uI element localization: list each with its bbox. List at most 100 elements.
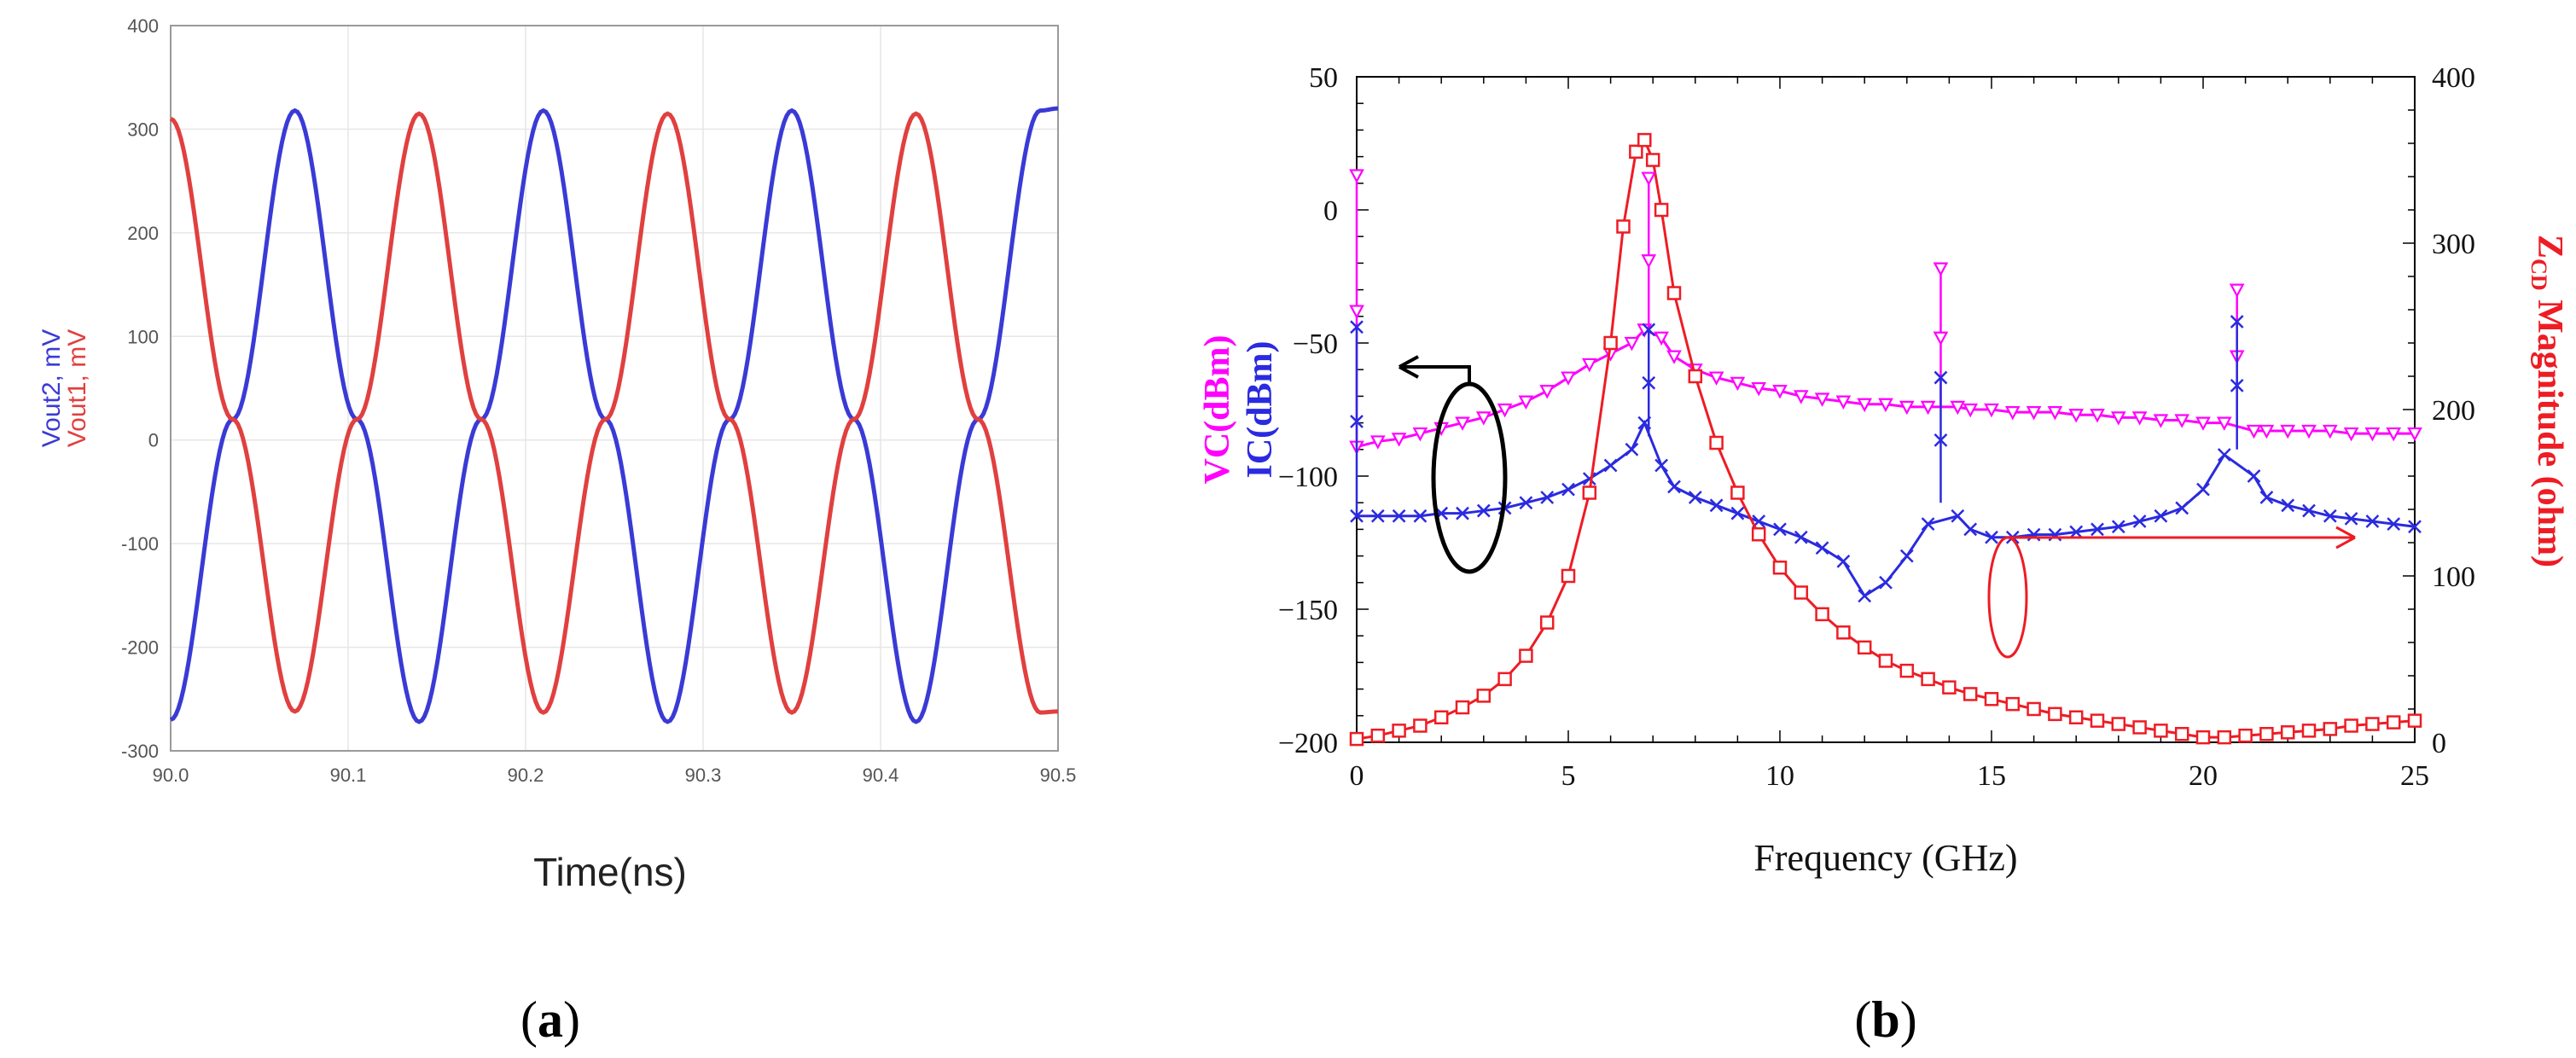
ic-marker xyxy=(1933,370,1948,385)
ic-marker xyxy=(2281,498,2295,513)
ic-marker xyxy=(1519,496,1533,510)
zcd-marker xyxy=(1561,568,1576,584)
zcd-marker xyxy=(1666,286,1682,300)
panel-a-y-tick-label: 400 xyxy=(127,15,159,37)
zcd-marker xyxy=(1751,527,1766,542)
panel-b-left-axis-title: VC(dBm) IC(dBm) xyxy=(1198,335,1280,485)
ic-marker xyxy=(1476,503,1491,518)
vc-marker xyxy=(1475,411,1492,426)
ic-marker xyxy=(2217,448,2231,462)
panel-b-x-tick-label: 0 xyxy=(1350,760,1364,792)
zcd-marker xyxy=(2005,696,2021,712)
vc-marker xyxy=(1835,395,1852,410)
panel-b-x-tick-labels: 0 5 10 15 20 25 xyxy=(1350,760,2430,792)
panel-b-right-axis-indicator xyxy=(1987,526,2356,659)
zcd-marker xyxy=(2407,713,2422,728)
zcd-marker xyxy=(1709,435,1724,451)
left-axis-arrowhead xyxy=(1398,355,1419,379)
zcd-marker xyxy=(2365,717,2380,731)
vc-marker xyxy=(1518,395,1534,410)
vc-marker xyxy=(2153,414,2169,428)
zcd-marker xyxy=(2386,715,2401,730)
panel-b-chart: 50 0 −50 −100 −150 −200 400 300 200 100 0 0 5 10 15 2… xyxy=(1198,62,2569,1048)
zcd-marker xyxy=(1603,335,1618,351)
vc-marker xyxy=(1581,358,1597,373)
vc-marker xyxy=(1730,376,1746,392)
zcd-marker xyxy=(1688,369,1703,384)
vc-marker xyxy=(1641,254,1657,269)
vc-marker xyxy=(2216,416,2232,431)
zcd-marker xyxy=(1413,718,1428,733)
vc-marker xyxy=(1369,435,1386,450)
panel-a-x-tick-label: 90.5 xyxy=(1040,764,1077,786)
right-axis-arrowhead xyxy=(2335,526,2356,549)
ic-marker xyxy=(1709,498,1724,513)
zcd-marker xyxy=(2344,718,2358,733)
ic-marker xyxy=(1392,509,1406,523)
vc-marker xyxy=(1539,385,1555,399)
vc-marker xyxy=(2246,424,2262,439)
panel-b-right-tick-label: 400 xyxy=(2432,62,2475,94)
vc-marker xyxy=(1708,371,1724,386)
panel-a-x-tick-labels: 90.0 90.1 90.2 90.3 90.4 90.5 xyxy=(153,764,1077,786)
ic-marker xyxy=(2230,315,2244,328)
zcd-marker xyxy=(1730,485,1745,500)
panel-b-left-axis-indicator xyxy=(1398,355,1508,574)
zcd-marker xyxy=(1878,654,1893,668)
zcd-marker xyxy=(1921,671,1935,687)
ic-marker xyxy=(1667,480,1681,494)
panel-a-y-axis-title: Vout2, mV Vout1, mV xyxy=(38,329,91,447)
vc-marker xyxy=(1814,392,1830,407)
panel-b-right-tick-label: 200 xyxy=(2432,395,2475,427)
ic-marker xyxy=(1773,522,1787,537)
panel-b-left-tick-label: −100 xyxy=(1278,462,1338,493)
panel-a-x-tick-label: 90.2 xyxy=(508,764,544,786)
panel-b-y-label-ic: IC(dBm) xyxy=(1241,340,1280,478)
panel-b-caption: (b) xyxy=(1854,991,1916,1048)
panel-a-y-label-vout2: Vout2, mV xyxy=(38,329,66,447)
ic-marker xyxy=(1413,509,1428,523)
panel-b-spike-ic xyxy=(1350,320,1364,516)
panel-a-y-tick-label: 0 xyxy=(148,430,159,451)
panel-b-series-zcd xyxy=(1349,132,2422,747)
ic-marker xyxy=(1540,491,1555,504)
ic-marker xyxy=(1582,472,1596,486)
panel-b-left-tick-label: 0 xyxy=(1323,195,1338,227)
zcd-marker xyxy=(1370,728,1386,743)
vc-marker xyxy=(2322,424,2338,439)
panel-a-plot-frame xyxy=(170,25,1059,752)
zcd-marker xyxy=(2280,725,2295,740)
zcd-marker xyxy=(1836,625,1851,640)
panel-a-y-label-vout1: Vout1, mV xyxy=(63,329,91,447)
vc-marker xyxy=(2407,427,2422,442)
vc-marker xyxy=(1963,403,1979,418)
zcd-marker xyxy=(1349,731,1364,747)
zcd-marker xyxy=(1455,700,1470,715)
ic-marker xyxy=(2323,509,2337,523)
left-axis-arrow xyxy=(1399,365,1471,384)
ic-marker xyxy=(1730,506,1745,520)
zcd-marker xyxy=(1497,671,1512,687)
ic-marker xyxy=(2302,503,2316,518)
vc-marker xyxy=(2174,414,2190,428)
vc-marker xyxy=(1920,400,1936,416)
panel-a-y-tick-label: -200 xyxy=(121,637,159,659)
ic-marker xyxy=(1456,506,1469,520)
ic-marker xyxy=(2111,520,2125,534)
ic-marker xyxy=(2154,509,2168,523)
ic-marker xyxy=(2132,514,2147,528)
panel-b-spike-ic xyxy=(1642,323,1656,437)
vc-marker xyxy=(1561,371,1576,386)
ic-marker xyxy=(2387,517,2401,532)
zcd-marker xyxy=(2301,724,2317,738)
ic-marker xyxy=(1688,491,1702,504)
panel-a-caption: (a) xyxy=(520,991,580,1048)
panel-a-series-vout1 xyxy=(169,111,1058,715)
panel-b-line-vc xyxy=(1356,328,2415,449)
vc-marker xyxy=(1950,400,1966,416)
panel-b-right-tick-label: 0 xyxy=(2432,728,2446,759)
zcd-marker xyxy=(1963,687,1978,701)
zcd-marker xyxy=(1616,219,1631,234)
